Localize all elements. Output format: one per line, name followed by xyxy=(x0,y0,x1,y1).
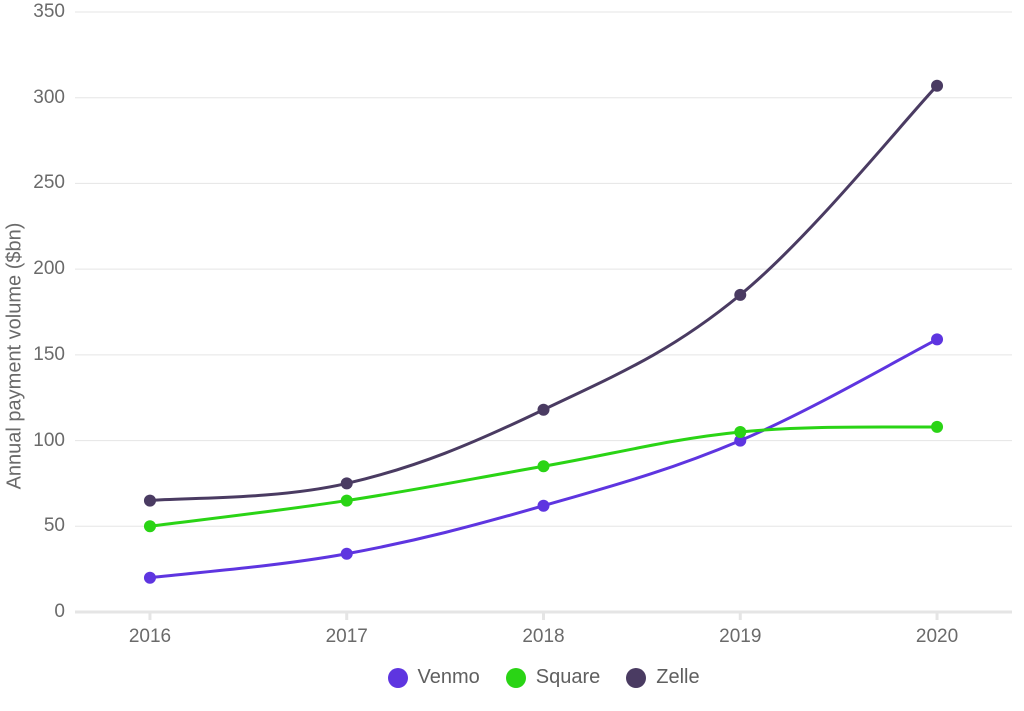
series-marker xyxy=(538,460,550,472)
legend-dot-icon xyxy=(388,668,408,688)
y-tick-label: 100 xyxy=(5,430,65,452)
payment-volume-chart: Annual payment volume ($bn) 050100150200… xyxy=(0,0,1024,711)
x-tick-label: 2020 xyxy=(916,626,958,648)
series-line xyxy=(150,86,937,501)
series-marker xyxy=(144,572,156,584)
legend-item: Square xyxy=(506,666,601,689)
series-marker xyxy=(144,495,156,507)
series-marker xyxy=(734,426,746,438)
y-tick-label: 150 xyxy=(5,344,65,366)
y-tick-label: 300 xyxy=(5,87,65,109)
x-tick-label: 2017 xyxy=(326,626,368,648)
legend-dot-icon xyxy=(506,668,526,688)
y-tick-label: 0 xyxy=(5,601,65,623)
series-marker xyxy=(734,289,746,301)
series-marker xyxy=(341,548,353,560)
y-tick-label: 200 xyxy=(5,258,65,280)
legend-label: Square xyxy=(536,666,601,689)
y-tick-label: 50 xyxy=(5,515,65,537)
y-tick-label: 350 xyxy=(5,1,65,23)
x-tick-label: 2018 xyxy=(522,626,564,648)
series-marker xyxy=(538,500,550,512)
series-marker xyxy=(341,495,353,507)
x-tick-label: 2019 xyxy=(719,626,761,648)
chart-plot-area xyxy=(0,0,1024,711)
series-marker xyxy=(931,333,943,345)
series-line xyxy=(150,339,937,577)
legend-label: Venmo xyxy=(418,666,480,689)
series-marker xyxy=(538,404,550,416)
legend-label: Zelle xyxy=(656,666,699,689)
y-tick-label: 250 xyxy=(5,172,65,194)
x-tick-label: 2016 xyxy=(129,626,171,648)
legend-dot-icon xyxy=(626,668,646,688)
legend-item: Venmo xyxy=(388,666,480,689)
chart-legend: Venmo Square Zelle xyxy=(388,666,700,689)
series-marker xyxy=(931,80,943,92)
series-marker xyxy=(341,477,353,489)
legend-item: Zelle xyxy=(626,666,699,689)
series-marker xyxy=(931,421,943,433)
series-marker xyxy=(144,520,156,532)
